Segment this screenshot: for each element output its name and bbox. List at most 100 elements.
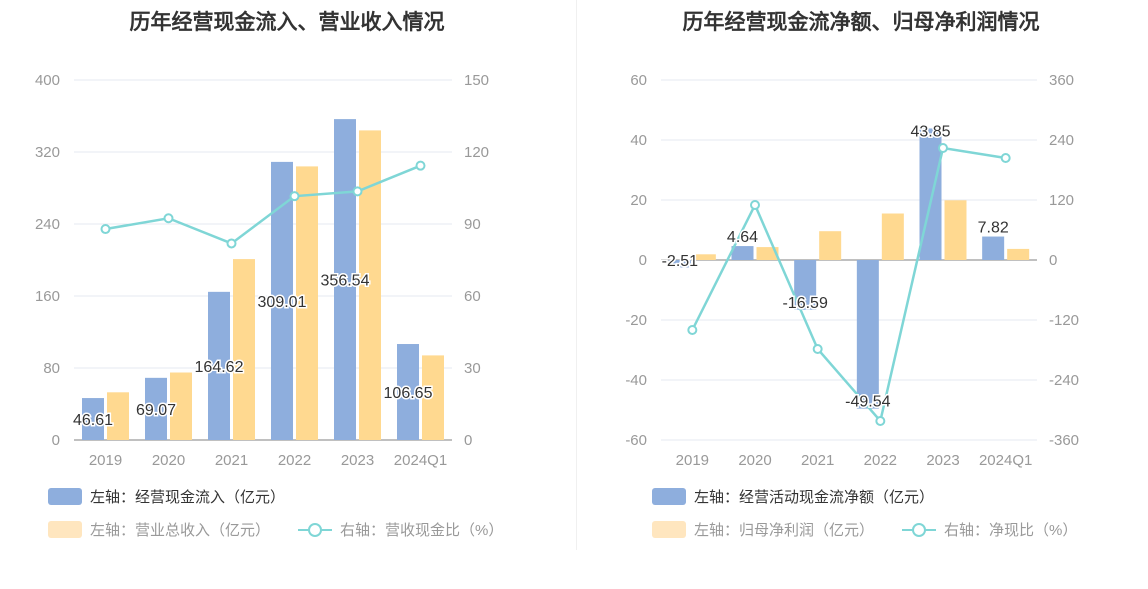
x-tick-label: 2022 — [278, 452, 311, 469]
data-label: 164.62 — [195, 359, 244, 376]
data-label: 356.54 — [321, 273, 370, 290]
bar-primary — [794, 260, 817, 310]
data-label: 309.01 — [258, 294, 307, 311]
legend-swatch-line — [298, 521, 332, 538]
bar-primary — [145, 377, 167, 440]
chart-title: 历年经营现金流净额、归母净利润情况 — [682, 11, 1040, 34]
bar-primary — [397, 344, 419, 440]
y-tick-label-left: -60 — [625, 432, 647, 449]
data-label: 7.82 — [978, 220, 1009, 237]
bar-secondary — [944, 200, 967, 260]
legend-item-net-cash-flow[interactable]: 左轴：经营活动现金流净额（亿元） — [652, 486, 934, 507]
ratio-line — [691, 146, 1006, 424]
chart-title: 历年经营现金流入、营业收入情况 — [129, 11, 445, 34]
legend-label: 左轴：经营现金流入（亿元） — [90, 489, 286, 506]
bar-primary — [334, 119, 356, 440]
bar-secondary — [693, 254, 716, 260]
legend-item-net-profit[interactable]: 左轴：归母净利润（亿元） — [652, 519, 874, 540]
ratio-point — [352, 186, 363, 197]
legend-label: 左轴：经营活动现金流净额（亿元） — [694, 489, 935, 506]
chart-plot-left: 0 0 80 30 160 60 240 90 320 120 400 150 2019 2020 2021… — [35, 72, 489, 469]
ratio-point — [163, 213, 174, 224]
ratio-point — [687, 325, 698, 335]
ratio-point — [1000, 153, 1011, 163]
x-tick-label: 2021 — [801, 452, 834, 469]
bar-primary — [208, 291, 230, 440]
bar-secondary — [296, 166, 318, 440]
ratio-point — [100, 224, 111, 235]
y-tick-label-left: 0 — [639, 252, 647, 269]
y-tick-label-left: 0 — [52, 432, 60, 449]
legend-label: 左轴：归母净利润（亿元） — [694, 522, 875, 539]
y-tick-label-right: -360 — [1049, 432, 1079, 449]
y-tick-label-left: 80 — [43, 360, 60, 377]
x-tick-label: 2024Q1 — [979, 452, 1032, 469]
chart-panel-left: 历年经营现金流入、营业收入情况 0 0 80 30 160 60 240 90 320 120 40… — [35, 11, 503, 540]
data-label: 43.85 — [910, 123, 950, 140]
bar-primary — [271, 161, 293, 441]
legend-label: 右轴：净现比（%） — [944, 522, 1078, 539]
y-tick-label-right: 360 — [1049, 72, 1074, 89]
y-tick-label-left: 40 — [630, 132, 647, 149]
panel-divider — [576, 0, 577, 550]
x-tick-label: 2019 — [89, 452, 122, 469]
y-tick-label-right: 240 — [1049, 132, 1074, 149]
bar-primary — [856, 260, 879, 409]
y-tick-label-right: 120 — [464, 144, 489, 161]
y-tick-label-left: -20 — [625, 312, 647, 329]
legend-swatch-line — [902, 521, 936, 538]
data-label: 69.07 — [136, 402, 176, 419]
legend-item-cash-inflow[interactable]: 左轴：经营现金流入（亿元） — [48, 486, 285, 507]
x-tick-label: 2019 — [676, 452, 709, 469]
legend-item-cash-ratio[interactable]: 右轴：营收现金比（%） — [298, 519, 503, 540]
ratio-point — [750, 200, 760, 210]
data-label: 46.61 — [73, 412, 113, 429]
ratio-point — [415, 160, 426, 171]
bar-primary — [82, 398, 104, 440]
legend-item-revenue[interactable]: 左轴：营业总收入（亿元） — [48, 519, 270, 540]
y-tick-label-left: 320 — [35, 144, 60, 161]
y-tick-label-right: -120 — [1049, 312, 1079, 329]
legend-label: 左轴：营业总收入（亿元） — [90, 522, 271, 539]
bar-primary — [731, 246, 754, 260]
y-tick-label-left: 160 — [35, 288, 60, 305]
x-tick-label: 2020 — [152, 452, 185, 469]
bar-secondary — [107, 392, 129, 440]
y-tick-label-left: 60 — [630, 72, 647, 89]
data-label: 106.65 — [384, 385, 433, 402]
bar-primary — [668, 260, 691, 268]
ratio-point — [812, 344, 823, 354]
y-tick-label-right: 60 — [464, 288, 481, 305]
chart-plot-right: -60 -360 -40 -240 -20 -120 0 0 20 120 40 240 60 360 20… — [625, 72, 1079, 469]
data-label: -49.54 — [845, 394, 890, 411]
bar-primary — [982, 236, 1005, 260]
legend-item-net-cash-ratio[interactable]: 右轴：净现比（%） — [902, 519, 1077, 540]
bar-secondary — [422, 355, 444, 440]
legend-swatch-bar-blue — [652, 488, 686, 505]
bar-secondary — [359, 130, 381, 440]
x-tick-label: 2021 — [215, 452, 248, 469]
x-tick-label: 2020 — [738, 452, 771, 469]
legend-label: 右轴：营收现金比（%） — [340, 522, 504, 539]
chart-panel-right: 历年经营现金流净额、归母净利润情况 -60 -360 -40 -240 -20 -120 0… — [574, 0, 1148, 589]
legend-swatch-bar-blue — [48, 488, 82, 505]
bar-secondary — [756, 247, 779, 260]
bar-secondary — [881, 213, 904, 260]
bar-secondary — [233, 259, 255, 440]
y-tick-label-left: 240 — [35, 216, 60, 233]
data-label: 4.64 — [727, 229, 758, 246]
y-tick-label-right: 150 — [464, 72, 489, 89]
y-tick-label-left: -40 — [625, 372, 647, 389]
x-tick-label: 2024Q1 — [394, 452, 447, 469]
y-tick-label-right: 0 — [464, 432, 472, 449]
y-tick-label-left: 400 — [35, 72, 60, 89]
ratio-point — [938, 143, 948, 153]
x-tick-label: 2023 — [341, 452, 374, 469]
y-tick-label-right: 30 — [464, 360, 481, 377]
data-label: -2.51 — [662, 253, 699, 270]
legend-swatch-bar-yellow — [48, 521, 82, 538]
data-label: -16.59 — [782, 295, 827, 312]
bar-secondary — [819, 231, 842, 260]
legend-swatch-bar-yellow — [652, 521, 686, 538]
ratio-point — [289, 191, 300, 202]
